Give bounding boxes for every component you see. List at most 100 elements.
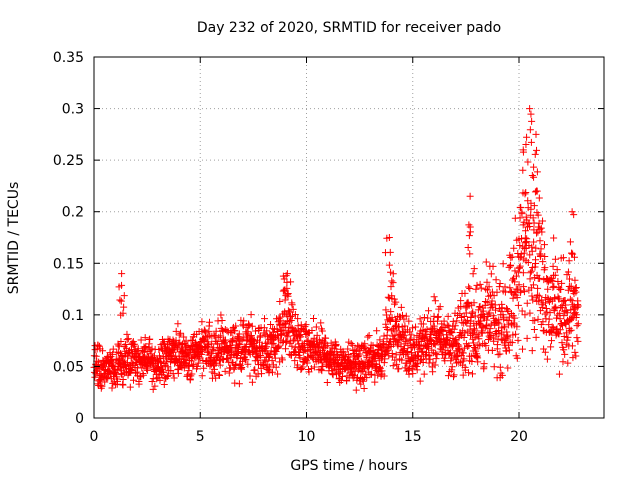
data-point <box>283 284 291 292</box>
data-point <box>424 344 432 352</box>
data-point <box>436 303 444 311</box>
data-point <box>256 353 264 361</box>
data-point <box>484 286 492 294</box>
data-point <box>319 362 327 370</box>
data-point <box>542 305 550 313</box>
data-point <box>538 303 546 311</box>
data-point <box>567 306 575 314</box>
data-point <box>486 325 494 333</box>
data-point <box>526 251 534 259</box>
data-point <box>560 332 568 340</box>
data-point <box>398 311 406 319</box>
data-point <box>349 347 357 355</box>
data-point <box>562 301 570 309</box>
data-point <box>553 266 561 274</box>
data-point <box>119 375 127 383</box>
data-point <box>468 370 476 378</box>
data-point <box>445 350 453 358</box>
data-point <box>94 341 102 349</box>
data-point <box>332 341 340 349</box>
data-point <box>380 332 388 340</box>
data-point <box>200 337 208 345</box>
data-point <box>466 285 474 293</box>
data-point <box>120 303 128 311</box>
data-point <box>281 296 289 304</box>
data-point <box>347 340 355 348</box>
data-point <box>389 270 397 278</box>
data-point <box>164 371 172 379</box>
data-point <box>296 354 304 362</box>
data-point <box>231 379 239 387</box>
data-point <box>269 339 277 347</box>
data-point <box>516 264 524 272</box>
data-point <box>268 340 276 348</box>
data-point <box>559 254 567 262</box>
data-point <box>389 279 397 287</box>
data-point <box>540 345 548 353</box>
data-point <box>565 257 573 265</box>
data-point <box>266 363 274 371</box>
data-point <box>297 333 305 341</box>
data-point <box>288 312 296 320</box>
x-tick-label: 20 <box>510 429 528 445</box>
data-point <box>529 214 537 222</box>
data-point <box>338 373 346 381</box>
data-point <box>134 345 142 353</box>
data-point <box>143 348 151 356</box>
data-point <box>309 315 317 323</box>
data-point <box>532 130 540 138</box>
data-point <box>524 259 532 267</box>
data-point <box>416 377 424 385</box>
data-point <box>201 329 209 337</box>
data-point <box>198 372 206 380</box>
data-point <box>519 166 527 174</box>
data-point <box>425 351 433 359</box>
data-point <box>529 296 537 304</box>
data-point <box>229 335 237 343</box>
data-point <box>151 382 159 390</box>
data-point <box>412 323 420 331</box>
data-point <box>465 369 473 377</box>
data-point <box>137 336 145 344</box>
data-point <box>460 334 468 342</box>
data-point <box>408 324 416 332</box>
data-point <box>541 310 549 318</box>
x-axis-title: GPS time / hours <box>290 458 407 474</box>
data-point <box>535 194 543 202</box>
data-point <box>392 351 400 359</box>
data-point <box>232 322 240 330</box>
data-point <box>485 283 493 291</box>
data-point <box>238 364 246 372</box>
data-point <box>465 342 473 350</box>
data-point <box>496 280 504 288</box>
data-point <box>127 366 135 374</box>
data-point <box>573 322 581 330</box>
data-point <box>356 347 364 355</box>
data-point <box>470 265 478 273</box>
data-point <box>515 281 523 289</box>
data-point <box>534 315 542 323</box>
data-point <box>172 327 180 335</box>
data-point <box>464 244 472 252</box>
data-point <box>549 324 557 332</box>
data-point <box>574 302 582 310</box>
data-point <box>493 341 501 349</box>
data-point <box>241 343 249 351</box>
data-point <box>364 333 372 341</box>
data-point <box>549 283 557 291</box>
data-point <box>564 268 572 276</box>
data-point <box>291 357 299 365</box>
data-point <box>490 292 498 300</box>
data-point <box>287 323 295 331</box>
data-point <box>382 306 390 314</box>
data-point <box>164 344 172 352</box>
data-point <box>519 345 527 353</box>
y-tick-label: 0.3 <box>62 102 84 118</box>
data-point <box>365 331 373 339</box>
data-point <box>385 261 393 269</box>
data-point <box>528 117 536 125</box>
data-point <box>513 323 521 331</box>
data-point <box>310 363 318 371</box>
y-tick-label: 0.2 <box>62 205 84 221</box>
